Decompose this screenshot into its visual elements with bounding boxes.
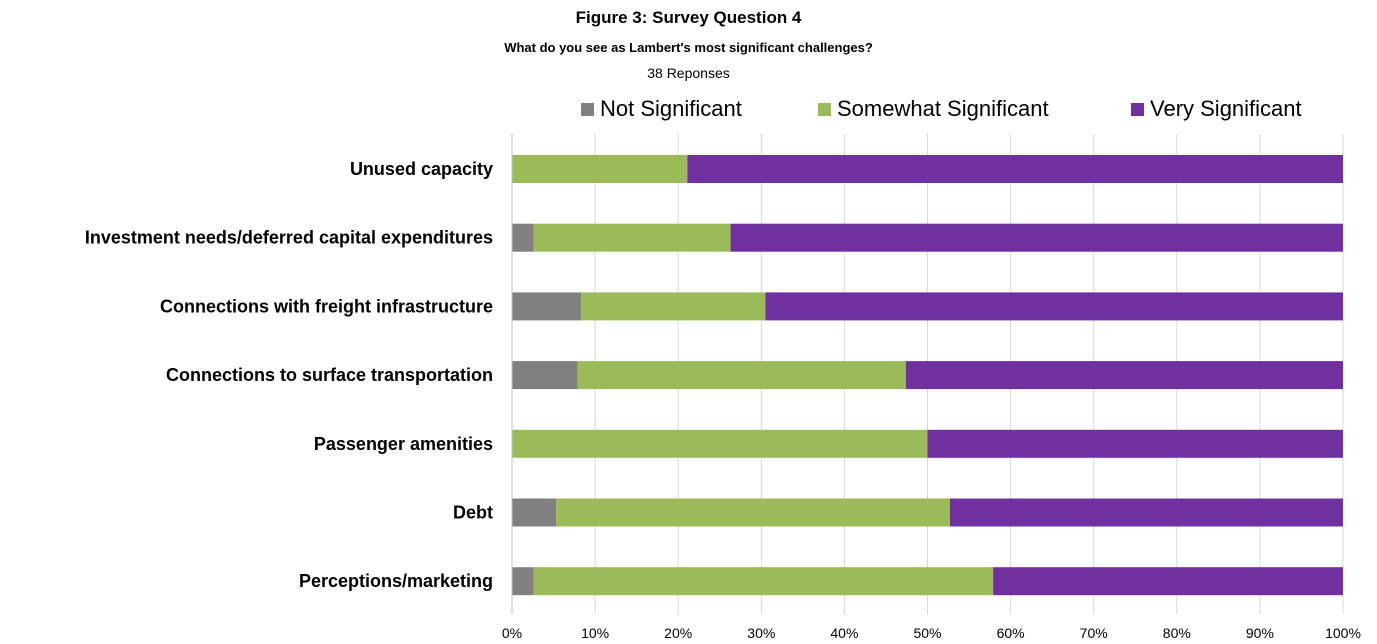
x-tick-label: 90% <box>1246 625 1274 641</box>
bar-segment-somewhat-significant <box>577 361 906 390</box>
x-tick-label: 20% <box>664 625 692 641</box>
legend-swatch <box>818 102 831 116</box>
chart-title: Figure 3: Survey Question 4 <box>575 8 802 27</box>
legend-label: Very Significant <box>1150 96 1302 121</box>
bar-segment-not-significant <box>512 567 534 596</box>
legend-item-somewhat-significant: Somewhat Significant <box>818 96 1049 122</box>
bar-segment-somewhat-significant <box>533 223 731 252</box>
bar-segment-very-significant <box>730 223 1343 252</box>
bar-segment-somewhat-significant <box>512 155 688 183</box>
bar-segment-somewhat-significant <box>533 567 994 596</box>
category-label: Investment needs/deferred capital expend… <box>85 228 493 248</box>
category-label: Perceptions/marketing <box>299 571 493 591</box>
bar-segment-very-significant <box>949 498 1343 527</box>
bar-segment-somewhat-significant <box>556 498 950 527</box>
bar-segment-not-significant <box>512 498 557 527</box>
category-label: Connections to surface transportation <box>166 365 493 385</box>
x-tick-label: 0% <box>502 625 522 641</box>
category-label: Connections with freight infrastructure <box>160 296 493 316</box>
bar-segment-somewhat-significant <box>580 292 766 321</box>
chart-subtitle: What do you see as Lambert's most signif… <box>504 40 873 55</box>
x-tick-label: 30% <box>747 625 775 641</box>
x-tick-label: 40% <box>830 625 858 641</box>
x-tick-label: 80% <box>1163 625 1191 641</box>
legend: Not Significant Somewhat Significant Ver… <box>0 96 1377 126</box>
bar-segment-very-significant <box>765 292 1343 321</box>
bar-segment-not-significant <box>512 361 578 390</box>
legend-label: Not Significant <box>600 96 742 121</box>
x-tick-label: 60% <box>997 625 1025 641</box>
bar-segment-somewhat-significant <box>512 429 928 458</box>
bar-segment-very-significant <box>993 567 1343 596</box>
legend-item-very-significant: Very Significant <box>1131 96 1302 122</box>
bar-segment-very-significant <box>927 429 1343 458</box>
legend-swatch <box>581 102 594 116</box>
category-label: Debt <box>453 503 493 523</box>
x-tick-label: 50% <box>913 625 941 641</box>
x-tick-label: 100% <box>1325 625 1361 641</box>
legend-label: Somewhat Significant <box>837 96 1049 121</box>
category-label: Unused capacity <box>350 159 493 179</box>
legend-swatch <box>1131 102 1144 116</box>
bar-segment-not-significant <box>512 223 534 252</box>
x-tick-label: 10% <box>581 625 609 641</box>
category-label: Passenger amenities <box>314 434 493 454</box>
bar-segment-very-significant <box>905 361 1343 390</box>
bar-segment-not-significant <box>512 292 581 321</box>
legend-item-not-significant: Not Significant <box>581 96 742 122</box>
x-tick-label: 70% <box>1080 625 1108 641</box>
bar-segment-very-significant <box>687 155 1343 183</box>
response-count: 38 Reponses <box>647 65 730 81</box>
